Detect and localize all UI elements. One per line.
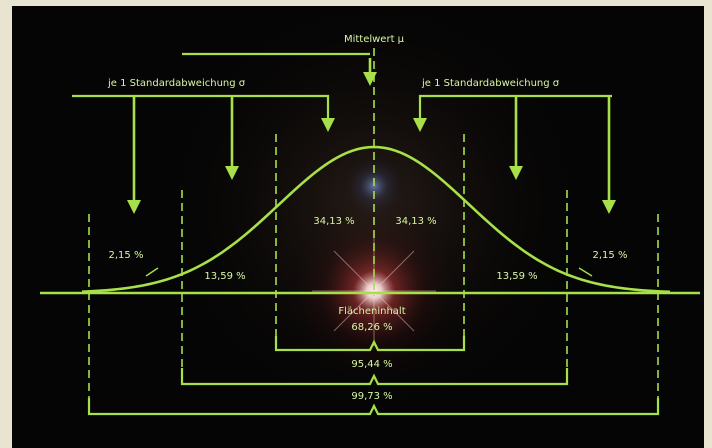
- one-sigma-percent: 68,26 %: [351, 322, 392, 333]
- left-sigma-bracket: [72, 52, 370, 214]
- normal-distribution-diagram: Mittelwert μ je 1 Standardabweichung σ j…: [40, 6, 700, 436]
- one-sigma-bracket: [274, 336, 466, 352]
- tail-left-percent: 2,15 %: [109, 250, 144, 261]
- three-sigma-percent: 99,73 %: [351, 391, 392, 402]
- three-sigma-bracket: [87, 398, 660, 416]
- mean-arrow: [363, 58, 377, 86]
- two-sigma-bracket: [180, 368, 569, 386]
- tail-right-pointer: [578, 267, 593, 277]
- two-sigma-percent: 95,44 %: [351, 359, 392, 370]
- mean-label: Mittelwert μ: [344, 34, 405, 45]
- bell-curve: [81, 145, 671, 294]
- right-sigma-bracket: [413, 94, 616, 214]
- light-flare: [279, 196, 469, 386]
- area-label: Flächeninhalt: [338, 306, 405, 317]
- center-right-percent: 34,13 %: [395, 216, 436, 227]
- flare-rays: [312, 236, 436, 346]
- mid-left-percent: 13,59 %: [204, 271, 245, 282]
- tail-right-percent: 2,15 %: [593, 250, 628, 261]
- tail-left-pointer: [145, 267, 159, 277]
- mid-right-percent: 13,59 %: [496, 271, 537, 282]
- diagram-panel: Mittelwert μ je 1 Standardabweichung σ j…: [12, 6, 704, 448]
- right-sigma-label: je 1 Standardabweichung σ: [421, 78, 560, 89]
- center-left-percent: 34,13 %: [313, 216, 354, 227]
- left-sigma-label: je 1 Standardabweichung σ: [107, 78, 246, 89]
